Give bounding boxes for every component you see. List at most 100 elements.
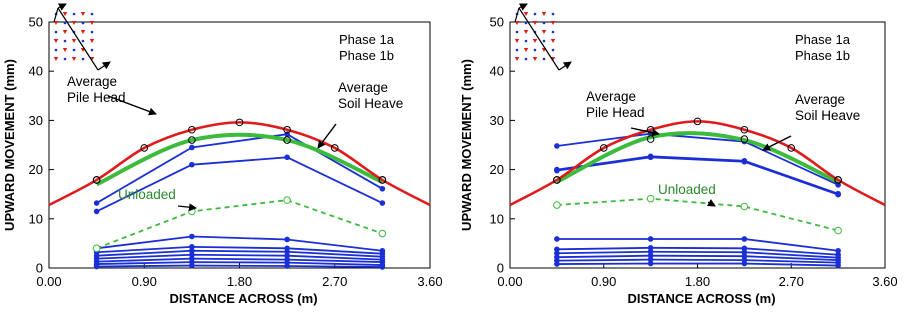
y-tick-label: 20 bbox=[490, 162, 504, 177]
pile-point bbox=[284, 154, 290, 161]
unloaded-point bbox=[553, 201, 561, 209]
pile-point bbox=[189, 262, 195, 269]
unloaded-point bbox=[646, 194, 655, 203]
x-tick-label: 3.60 bbox=[872, 274, 897, 289]
y-tick-label: 10 bbox=[29, 211, 43, 226]
soil-heave-point bbox=[740, 135, 749, 143]
y-axis-title: UPWARD MOVEMENT (mm) bbox=[2, 59, 17, 231]
unloaded-label: Unloaded bbox=[118, 187, 176, 202]
soil-heave-point bbox=[283, 136, 291, 144]
unloaded-point bbox=[834, 226, 842, 235]
pile-point bbox=[647, 256, 654, 263]
chart-panel-right: 0 10 20 30 40 50 0.00 0.90 1.80 2.70 3.60 DISTANCE … bbox=[453, 0, 906, 323]
legend-entry: Phase 1a bbox=[795, 32, 851, 47]
pile-line-6 bbox=[96, 235, 383, 252]
chart-svg: 0 10 20 30 40 50 0.00 0.90 1.80 2.70 3.60 DISTANCE … bbox=[2, 3, 443, 306]
pile-point bbox=[284, 236, 290, 243]
pile-line-9 bbox=[556, 250, 839, 259]
x-tick-label: 0.00 bbox=[497, 274, 522, 289]
chart-svg: 0 10 20 30 40 50 0.00 0.90 1.80 2.70 3.60 DISTANCE … bbox=[459, 3, 898, 306]
soil-heave-label-2: Soil Heave bbox=[795, 108, 860, 123]
unloaded-line bbox=[96, 199, 383, 250]
pile-line-11 bbox=[96, 261, 383, 266]
soil-heave-point bbox=[188, 136, 196, 144]
pile-point bbox=[741, 249, 748, 256]
pile-head-point bbox=[330, 144, 339, 152]
pile-line-12 bbox=[556, 262, 839, 267]
soil-heave-label-1: Average bbox=[338, 80, 388, 95]
pile-head-point bbox=[140, 144, 149, 152]
unloaded-arrow bbox=[706, 199, 716, 207]
x-tick-label: 3.60 bbox=[417, 274, 442, 289]
x-tick-label: 0.90 bbox=[591, 274, 616, 289]
x-tick-label: 1.80 bbox=[227, 274, 252, 289]
chart-panel-left: 0 10 20 30 40 50 0.00 0.90 1.80 2.70 3.60 DISTANCE … bbox=[2, 3, 443, 306]
x-tick-label: 1.80 bbox=[685, 274, 710, 289]
pile-point bbox=[379, 200, 386, 206]
y-tick-label: 20 bbox=[29, 162, 43, 177]
pile-point bbox=[554, 236, 560, 242]
pile-point bbox=[189, 244, 195, 250]
pile-line-9 bbox=[96, 253, 383, 261]
pile-point bbox=[189, 144, 195, 151]
pile-head-point bbox=[599, 144, 608, 152]
x-tick-label: 2.70 bbox=[322, 274, 347, 289]
pile-layout-inset-icon bbox=[53, 3, 111, 71]
soil-heave-arrow bbox=[317, 123, 337, 149]
soil-heave-point bbox=[378, 176, 387, 184]
pile-line-6 bbox=[556, 156, 839, 196]
pile-line-4 bbox=[556, 132, 839, 186]
pile-point bbox=[93, 263, 100, 270]
soil-heave-arrow bbox=[762, 135, 792, 151]
pile-line-7 bbox=[96, 245, 383, 255]
pile-line-5 bbox=[556, 155, 839, 195]
pile-line-8 bbox=[556, 246, 839, 256]
pile-point bbox=[835, 247, 841, 254]
y-tick-label: 50 bbox=[490, 15, 504, 30]
unloaded-line bbox=[556, 197, 839, 232]
pile-head-label-1: Average bbox=[67, 74, 117, 89]
y-tick-label: 0 bbox=[497, 261, 504, 276]
unloaded-point bbox=[740, 202, 749, 211]
pile-line-11 bbox=[556, 258, 839, 264]
soil-heave-curve bbox=[95, 132, 384, 187]
y-tick-label: 30 bbox=[490, 113, 504, 128]
unloaded-point bbox=[188, 207, 196, 216]
y-tick-label: 10 bbox=[490, 211, 504, 226]
pile-point bbox=[189, 251, 195, 258]
pile-point bbox=[93, 200, 100, 206]
pile-head-point bbox=[188, 125, 196, 134]
soil-heave-point bbox=[834, 176, 842, 184]
soil-heave-point bbox=[553, 176, 561, 184]
x-tick-label: 0.00 bbox=[36, 274, 61, 289]
pile-point bbox=[554, 250, 560, 257]
pile-point bbox=[647, 260, 654, 267]
pile-point bbox=[741, 260, 748, 267]
x-tick-label: 0.90 bbox=[132, 274, 157, 289]
legend-entry: Phase 1b bbox=[339, 48, 394, 63]
pile-line-7 bbox=[556, 238, 839, 252]
pile-point bbox=[554, 143, 560, 149]
pile-head-label-2: Pile Head bbox=[67, 90, 126, 105]
pile-head-label-1: Average bbox=[586, 89, 636, 104]
x-tick-label: 2.70 bbox=[779, 274, 804, 289]
unloaded-point bbox=[92, 244, 101, 253]
soil-heave-point bbox=[92, 176, 101, 184]
pile-point bbox=[189, 247, 195, 254]
pile-head-point bbox=[283, 125, 291, 134]
pile-point bbox=[554, 261, 560, 267]
pile-head-point bbox=[787, 144, 796, 152]
pile-line-4 bbox=[96, 133, 383, 204]
pile-point bbox=[741, 245, 748, 252]
soil-heave-curve bbox=[556, 131, 839, 184]
x-axis-title: DISTANCE ACROSS (m) bbox=[627, 291, 775, 306]
pile-layout-inset-icon bbox=[514, 3, 572, 71]
pile-point bbox=[647, 154, 654, 161]
unloaded-point bbox=[378, 229, 387, 238]
pile-point bbox=[647, 248, 654, 255]
pile-point bbox=[741, 253, 748, 259]
y-tick-label: 30 bbox=[29, 113, 43, 128]
y-tick-label: 0 bbox=[36, 261, 43, 276]
pile-point bbox=[741, 236, 748, 242]
pile-point bbox=[379, 185, 386, 192]
